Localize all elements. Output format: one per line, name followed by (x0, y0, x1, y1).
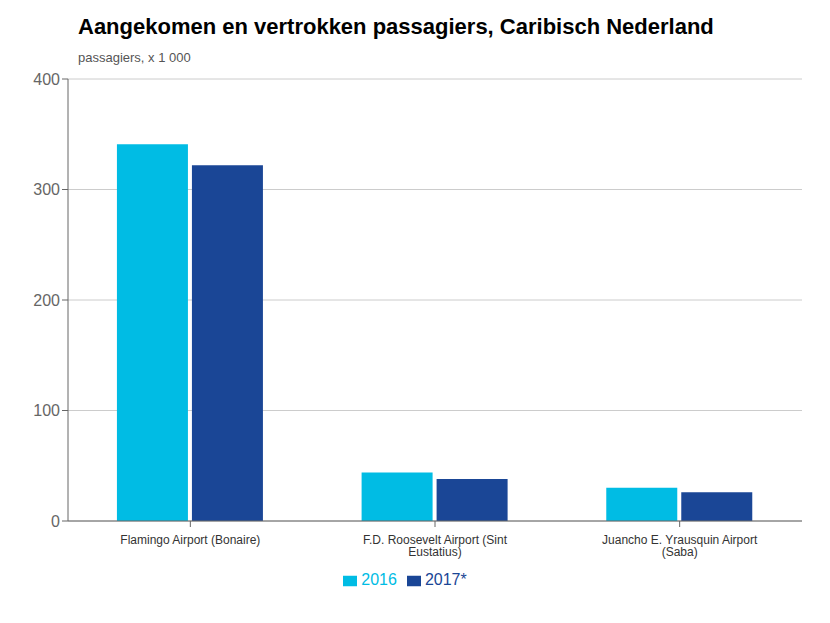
svg-text:F.D. Roosevelt Airport (SintEu: F.D. Roosevelt Airport (SintEustatius) (363, 533, 508, 559)
svg-text:Flamingo Airport (Bonaire): Flamingo Airport (Bonaire) (120, 533, 260, 547)
html-text:2016: 2016 (361, 571, 397, 588)
svg-text:0: 0 (51, 513, 60, 530)
svg-text:400: 400 (33, 71, 60, 88)
svg-text:100: 100 (33, 402, 60, 419)
svg-text:Juancho E. Yrausquin Airport(S: Juancho E. Yrausquin Airport(Saba) (602, 533, 758, 559)
svg-text:300: 300 (33, 181, 60, 198)
svg-text:200: 200 (33, 292, 60, 309)
html-text:Aangekomen en vertrokken passa: Aangekomen en vertrokken passagiers, Car… (78, 14, 714, 39)
html-text:passagiers, x 1 000: passagiers, x 1 000 (78, 50, 191, 65)
html-text:2017*: 2017* (424, 571, 467, 588)
